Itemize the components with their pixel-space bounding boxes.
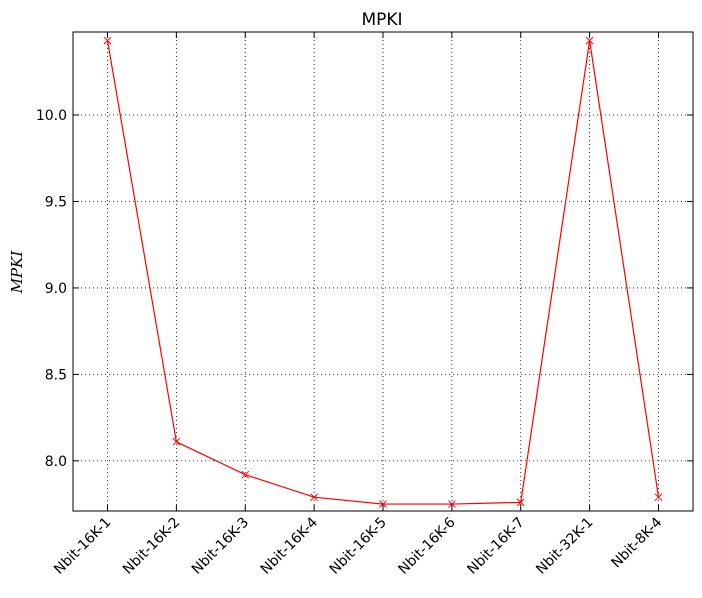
data-point [103, 36, 112, 45]
data-point-stroke [585, 36, 594, 45]
x-tick-label: Nbit-8K-4 [608, 514, 665, 571]
data-point [516, 498, 525, 507]
x-tick-label: Nbit-16K-4 [258, 514, 321, 577]
data-point-stroke [516, 498, 525, 507]
x-tick-label: Nbit-16K-5 [327, 515, 390, 578]
series-layer [103, 36, 663, 508]
x-axis-ticks: Nbit-16K-1 Nbit-16K-2 Nbit-16K-3 Nbit-16K-4… [51, 32, 665, 578]
x-tick-label: Nbit-16K-1 [51, 515, 114, 578]
x-tick-label: Nbit-32K-1 [533, 515, 596, 578]
data-point [448, 500, 456, 508]
y-tick-label: 10.0 [36, 108, 67, 124]
grid-lines [73, 32, 693, 511]
data-point-stroke [103, 36, 112, 45]
data-point-stroke [448, 500, 456, 508]
x-tick-label: Nbit-16K-2 [120, 515, 183, 578]
y-axis-label: MPKI [8, 250, 26, 295]
data-point-stroke [241, 470, 250, 479]
x-tick-label: Nbit-16K-7 [464, 515, 527, 578]
plot-frame [72, 31, 694, 512]
x-tick-label: Nbit-16K-3 [189, 515, 252, 578]
y-tick-label: 9.0 [45, 281, 67, 297]
y-tick-label: 8.0 [45, 454, 67, 470]
data-point [585, 36, 594, 45]
data-point [379, 500, 387, 508]
chart-title: MPKI [361, 10, 402, 30]
data-point [241, 470, 250, 479]
data-point-stroke [310, 493, 318, 502]
y-tick-label: 8.5 [45, 367, 67, 383]
y-tick-label: 9.5 [45, 194, 67, 210]
data-point [172, 437, 181, 446]
x-tick-label: Nbit-16K-6 [396, 514, 459, 577]
data-point-stroke [172, 437, 181, 446]
data-point-stroke [379, 500, 387, 508]
data-point [310, 493, 318, 502]
y-axis-ticks: 8.0 8.5 9.0 9.5 10.0 [36, 108, 693, 470]
data-point [654, 493, 663, 502]
data-point-stroke [654, 493, 663, 502]
